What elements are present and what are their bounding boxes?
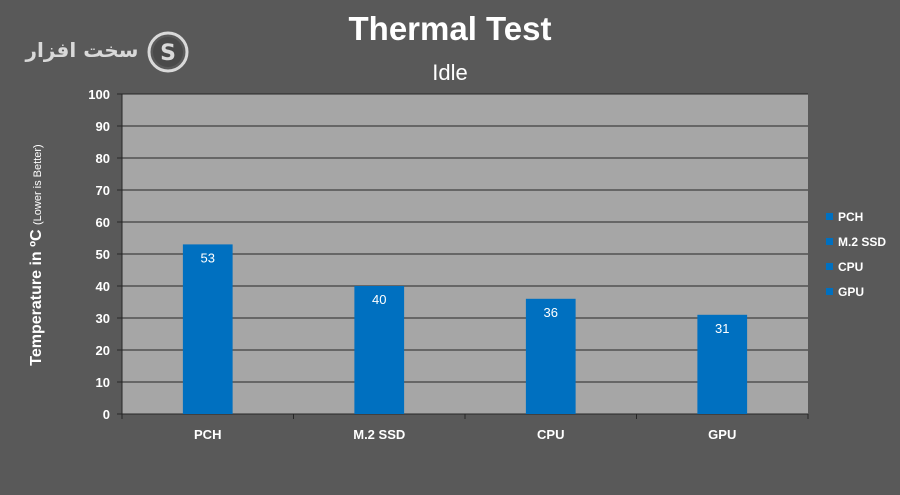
- legend-label: PCH: [838, 209, 864, 224]
- y-tick-label: 0: [103, 407, 110, 422]
- legend: PCH M.2 SSD CPU GPU: [826, 204, 886, 304]
- x-tick-label: M.2 SSD: [353, 427, 405, 442]
- bar: [354, 286, 405, 414]
- bar: [697, 314, 748, 414]
- legend-swatch: [826, 213, 833, 220]
- svg-text:S: S: [160, 41, 176, 66]
- y-tick-label: 60: [96, 215, 110, 230]
- y-tick-label: 80: [96, 151, 110, 166]
- legend-swatch: [826, 288, 833, 295]
- y-tick-label: 40: [96, 279, 110, 294]
- data-label: 53: [201, 250, 215, 265]
- y-tick-label: 50: [96, 247, 110, 262]
- legend-item: PCH: [826, 204, 886, 229]
- data-label: 36: [544, 305, 558, 320]
- legend-label: GPU: [838, 284, 865, 299]
- legend-label: CPU: [838, 259, 864, 274]
- bar: [182, 244, 233, 414]
- data-label: 31: [715, 321, 729, 336]
- legend-item: GPU: [826, 279, 886, 304]
- logo: سخت افزار S: [18, 30, 193, 82]
- legend-label: M.2 SSD: [838, 234, 887, 249]
- x-tick-label: PCH: [194, 427, 221, 442]
- y-tick-label: 20: [96, 343, 110, 358]
- y-tick-label: 100: [88, 87, 110, 102]
- y-tick-label: 30: [96, 311, 110, 326]
- chart-subtitle: Idle: [432, 60, 468, 85]
- x-tick-label: CPU: [537, 427, 564, 442]
- legend-item: M.2 SSD: [826, 229, 886, 254]
- chart-title: Thermal Test: [348, 10, 552, 47]
- bar: [525, 298, 576, 414]
- legend-item: CPU: [826, 254, 886, 279]
- y-tick-label: 90: [96, 119, 110, 134]
- legend-swatch: [826, 238, 833, 245]
- y-tick-label: 70: [96, 183, 110, 198]
- logo-text: سخت افزار: [25, 38, 139, 62]
- x-tick-label: GPU: [708, 427, 736, 442]
- data-label: 40: [372, 292, 386, 307]
- y-tick-label: 10: [96, 375, 110, 390]
- logo-s-icon: S: [147, 31, 189, 73]
- legend-swatch: [826, 263, 833, 270]
